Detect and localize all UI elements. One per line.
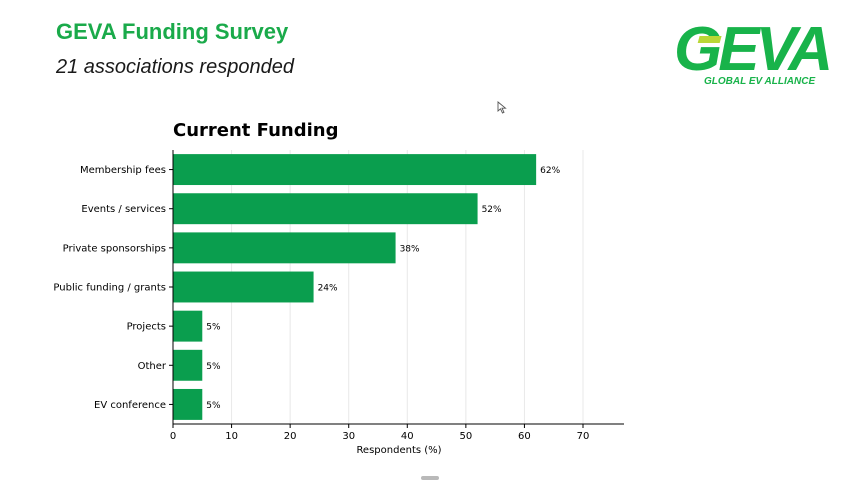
bar-data-label: 38% — [400, 244, 420, 254]
bar — [173, 232, 396, 264]
bar — [173, 154, 537, 186]
bar-data-label: 5% — [206, 362, 221, 372]
x-axis-label: Respondents (%) — [356, 445, 441, 456]
y-tick-label: Membership fees — [80, 165, 166, 176]
y-tick-label: Projects — [127, 322, 166, 333]
chart-y-tick-labels: Membership fees Events / services Private … — [53, 165, 173, 411]
bar-data-label: 5% — [206, 323, 221, 333]
y-tick-label: Events / services — [81, 204, 166, 215]
bar-data-label: 62% — [540, 166, 560, 176]
y-tick-label: EV conference — [94, 400, 166, 411]
y-tick-label: Public funding / grants — [53, 283, 166, 294]
chart-axes — [172, 150, 624, 425]
x-tick-label: 0 — [170, 431, 176, 442]
chart-data-labels: 62% 52% 38% 24% 5% 5% 5% — [206, 166, 560, 411]
x-tick-label: 30 — [342, 431, 355, 442]
chart-bars — [173, 154, 537, 420]
bar — [173, 349, 203, 381]
x-tick-label: 50 — [459, 431, 472, 442]
slide-subtitle: 21 associations responded — [56, 56, 294, 78]
x-tick-label: 40 — [401, 431, 414, 442]
bar-data-label: 52% — [482, 205, 502, 215]
y-tick-label: Private sponsorships — [63, 243, 166, 254]
chart-title: Current Funding — [173, 120, 338, 141]
bar — [173, 193, 478, 225]
scroll-handle[interactable] — [421, 476, 439, 480]
x-tick-label: 10 — [225, 431, 238, 442]
bar-data-label: 5% — [206, 401, 221, 411]
logo-wordmark: GEVA — [674, 15, 829, 84]
x-tick-label: 20 — [284, 431, 297, 442]
logo-accent-bar — [697, 36, 722, 43]
x-tick-label: 70 — [577, 431, 590, 442]
bar-data-label: 24% — [318, 284, 338, 294]
logo-tagline: GLOBAL EV ALLIANCE — [704, 76, 815, 87]
y-tick-label: Other — [138, 361, 167, 372]
mouse-pointer-icon — [497, 101, 507, 114]
chart-x-ticks: 0 10 20 30 40 50 60 70 — [170, 424, 590, 442]
slide-title: GEVA Funding Survey — [56, 19, 289, 44]
bar — [173, 271, 314, 303]
bar — [173, 310, 203, 342]
bar — [173, 388, 203, 420]
x-tick-label: 60 — [518, 431, 531, 442]
geva-logo: GEVA GLOBAL EV ALLIANCE — [674, 15, 833, 87]
